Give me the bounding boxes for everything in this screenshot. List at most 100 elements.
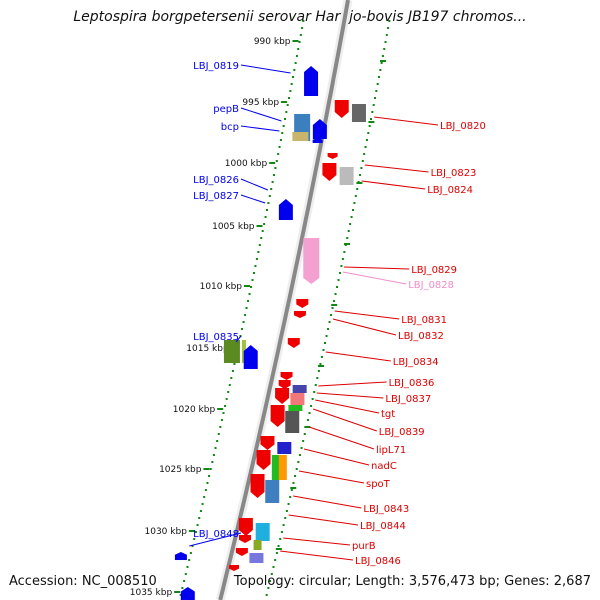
gene-labels[interactable]: LBJ_0819 pepB bcp LBJ_0826 LBJ_0827 LBJ_0835 L…	[189, 61, 486, 567]
gene-arrow-down[interactable]	[260, 436, 275, 450]
gene-label-right[interactable]: LBJ_0831	[401, 315, 447, 326]
kbp-tick-mark	[256, 225, 263, 227]
gene-arrow-down[interactable]	[287, 338, 300, 348]
gene-box[interactable]	[223, 340, 240, 363]
track-dot	[290, 83, 293, 85]
track-dash	[380, 60, 387, 62]
gene-arrow-down[interactable]	[334, 100, 349, 118]
gene-arrow-down[interactable]	[296, 299, 309, 308]
gene-arrow-down[interactable]	[278, 380, 291, 389]
track-dot	[250, 286, 253, 288]
track-dot	[286, 104, 289, 106]
track-dash	[290, 487, 297, 489]
gene-arrow-up[interactable]	[180, 587, 195, 600]
gene-box[interactable]	[255, 523, 270, 541]
gene-arrow-down[interactable]	[239, 535, 252, 543]
track-dot	[299, 34, 302, 36]
gene-label-right[interactable]: nadC	[371, 461, 397, 472]
gene-arrow-down[interactable]	[229, 565, 240, 571]
gene-box[interactable]	[292, 132, 309, 141]
track-dot	[214, 447, 217, 449]
gene-label-right[interactable]: LBJ_0839	[379, 427, 425, 438]
track-dot	[295, 55, 298, 57]
track-dot	[375, 90, 378, 92]
track-dash	[356, 182, 363, 184]
gene-label-left[interactable]: pepB	[213, 104, 239, 115]
gene-label-right[interactable]: LBJ_0844	[360, 521, 406, 532]
gene-label-left[interactable]: LBJ_0835	[193, 332, 239, 343]
gene-box[interactable]	[278, 455, 287, 480]
gene-label-right[interactable]: LBJ_0824	[427, 185, 473, 196]
track-dot	[341, 258, 344, 260]
gene-label-right[interactable]: LBJ_0832	[398, 331, 444, 342]
track-dot	[244, 314, 247, 316]
gene-box[interactable]	[271, 455, 280, 480]
track-dot	[288, 97, 291, 99]
gene-label-right[interactable]: tgt	[381, 409, 395, 420]
gene-arrow-down[interactable]	[235, 548, 248, 556]
track-dot	[285, 510, 288, 512]
gene-label-left[interactable]: LBJ_0826	[193, 175, 239, 186]
gene-arrow-down[interactable]	[250, 474, 265, 498]
gene-arrow-up[interactable]	[304, 66, 319, 96]
gene-label-right[interactable]: LBJ_0829	[411, 265, 457, 276]
gene-arrow-up[interactable]	[243, 345, 258, 369]
gene-label-right[interactable]: spoT	[366, 479, 391, 490]
gene-box[interactable]	[288, 405, 303, 411]
kbp-tick-label: 1015 kbp	[186, 344, 229, 354]
gene-label-right[interactable]: LBJ_0836	[389, 378, 435, 389]
gene-arrow-down[interactable]	[238, 518, 253, 536]
track-dot	[212, 454, 215, 456]
label-connector	[189, 532, 242, 547]
gene-box[interactable]	[277, 442, 292, 454]
track-dot	[267, 202, 270, 204]
track-dash	[317, 365, 324, 367]
gene-label-right[interactable]: LBJ_0846	[355, 556, 401, 567]
kbp-tick-label: 990 kbp	[254, 37, 291, 47]
gene-box[interactable]	[265, 480, 280, 503]
gene-arrow-up[interactable]	[278, 199, 293, 220]
gene-box[interactable]	[351, 104, 366, 122]
kbp-tick-label: 1005 kbp	[212, 222, 255, 232]
label-connector	[293, 495, 362, 509]
gene-arrow-up[interactable]	[312, 138, 323, 143]
label-connector	[240, 64, 291, 74]
gene-arrow-up[interactable]	[312, 119, 327, 139]
gene-box[interactable]	[249, 553, 264, 563]
gene-arrow-down[interactable]	[293, 311, 306, 318]
track-dot	[383, 48, 386, 50]
track-dot	[281, 132, 284, 134]
track-dot	[277, 153, 280, 155]
gene-label-left[interactable]: LBJ_0819	[193, 61, 239, 72]
track-dot	[351, 209, 354, 211]
gene-features[interactable]	[174, 66, 366, 600]
gene-label-right[interactable]: LBJ_0834	[393, 357, 439, 368]
track-dot	[363, 153, 366, 155]
gene-label-right[interactable]: purB	[352, 541, 376, 552]
gene-label-right[interactable]: lipL71	[376, 445, 406, 456]
gene-arrow-down[interactable]	[327, 153, 338, 159]
gene-box[interactable]	[292, 385, 307, 393]
track-dot	[203, 496, 206, 498]
gene-label-left[interactable]: LBJ_0848	[193, 529, 239, 540]
gene-label-right[interactable]: LBJ_0837	[385, 394, 431, 405]
gene-arrow-down[interactable]	[256, 450, 271, 470]
gene-box[interactable]	[339, 167, 354, 185]
gene-label-right[interactable]: LBJ_0823	[431, 168, 477, 179]
gene-box[interactable]	[285, 411, 300, 433]
gene-label-right[interactable]: LBJ_0843	[363, 504, 409, 515]
gene-box[interactable]	[253, 540, 262, 550]
gene-arrow-down[interactable]	[270, 405, 285, 427]
track-dot	[245, 307, 248, 309]
gene-label-right[interactable]: LBJ_0820	[440, 121, 486, 132]
gene-arrow-down[interactable]	[275, 388, 290, 404]
gene-box[interactable]	[290, 393, 305, 405]
gene-label-left[interactable]: LBJ_0827	[193, 191, 239, 202]
gene-arrow-down[interactable]	[280, 372, 293, 380]
gene-arrow-down[interactable]	[303, 238, 320, 284]
track-dash	[344, 243, 351, 245]
gene-label-right[interactable]: LBJ_0828	[408, 280, 454, 291]
gene-arrow-down[interactable]	[322, 163, 337, 181]
gene-label-left[interactable]: bcp	[221, 122, 239, 133]
gene-arrow-up[interactable]	[174, 552, 187, 560]
